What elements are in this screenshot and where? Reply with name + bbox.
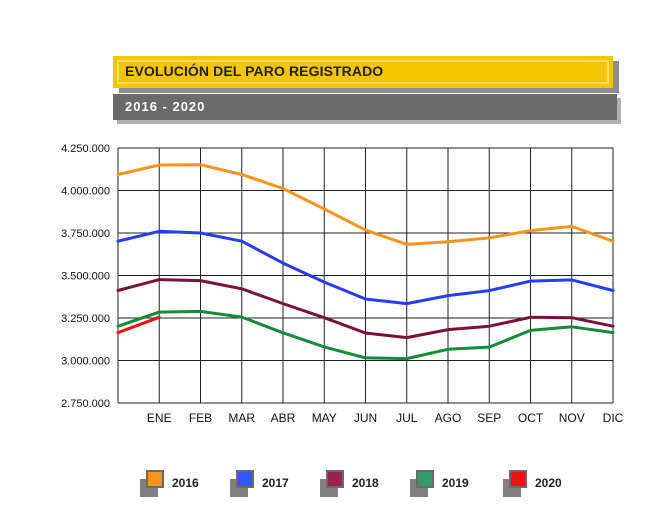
legend-label-2020: 2020	[535, 476, 562, 490]
chart-title: EVOLUCIÓN DEL PARO REGISTRADO	[125, 63, 384, 79]
x-tick-label: SEP	[477, 411, 501, 425]
legend-label-2017: 2017	[262, 476, 289, 490]
x-tick-label: MAY	[312, 411, 337, 425]
legend-swatch-2019	[416, 470, 434, 488]
x-tick-label: MAR	[228, 411, 255, 425]
legend-label-2016: 2016	[172, 476, 199, 490]
line-chart: 2.750.000 3.000.000 3.250.000 3.500.000 3.75…	[61, 143, 624, 425]
legend-item-2017: 2017	[230, 465, 330, 505]
legend-item-2019: 2019	[410, 465, 510, 505]
legend-label-2018: 2018	[352, 476, 379, 490]
x-tick-label: AGO	[435, 411, 462, 425]
legend-label-2019: 2019	[442, 476, 469, 490]
series-line-2019	[116, 309, 615, 361]
legend-swatch-2020	[509, 470, 527, 488]
x-tick-label: FEB	[189, 411, 212, 425]
y-tick-label: 4.000.000	[61, 186, 110, 198]
chart-subtitle: 2016 - 2020	[125, 99, 206, 114]
y-tick-label: 2.750.000	[61, 398, 110, 410]
series-line-2016	[116, 163, 615, 246]
chart-legend: 2016 2017 2018 2019 2020	[0, 465, 660, 505]
legend-item-2016: 2016	[140, 465, 240, 505]
legend-item-2018: 2018	[320, 465, 420, 505]
y-tick-label: 4.250.000	[61, 143, 110, 155]
legend-swatch-2017	[236, 470, 254, 488]
chart-title-frame	[117, 60, 609, 84]
chart-subtitle-bar: 2016 - 2020	[113, 94, 617, 120]
y-tick-label: 3.000.000	[61, 356, 110, 368]
x-tick-label: JUL	[396, 411, 418, 425]
series-line-2017	[116, 229, 615, 306]
x-tick-label: NOV	[559, 411, 585, 425]
x-tick-label: ABR	[271, 411, 296, 425]
legend-swatch-2016	[146, 470, 164, 488]
y-tick-label: 3.750.000	[61, 228, 110, 240]
legend-item-2020: 2020	[503, 465, 603, 505]
x-tick-label: JUN	[354, 411, 377, 425]
x-tick-label: ENE	[147, 411, 172, 425]
chart-title-bar: EVOLUCIÓN DEL PARO REGISTRADO	[113, 56, 613, 88]
series-line-2018	[116, 278, 615, 340]
legend-swatch-2018	[326, 470, 344, 488]
x-tick-label: DIC	[603, 411, 624, 425]
x-tick-label: OCT	[518, 411, 544, 425]
y-tick-label: 3.500.000	[61, 271, 110, 283]
y-tick-label: 3.250.000	[61, 313, 110, 325]
series-line-2020	[116, 315, 161, 335]
